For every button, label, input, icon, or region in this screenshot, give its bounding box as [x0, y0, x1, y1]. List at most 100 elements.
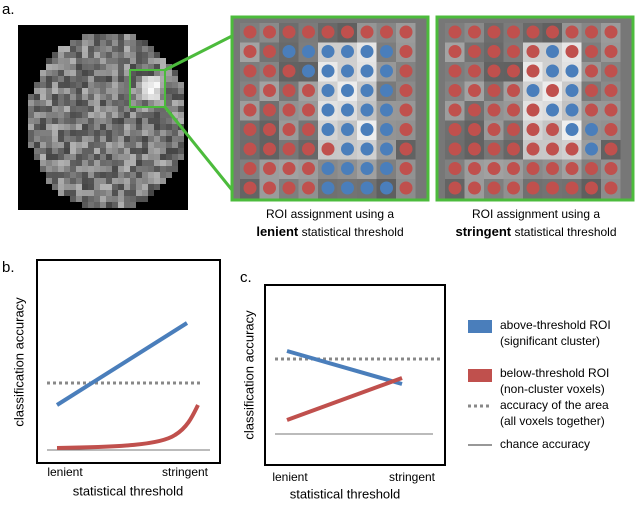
voxel: [112, 70, 118, 76]
voxel: [88, 94, 94, 100]
voxel: [58, 148, 64, 154]
voxel: [172, 76, 178, 82]
voxel-dot: [448, 25, 462, 39]
voxel: [172, 154, 178, 160]
voxel: [130, 88, 136, 94]
voxel-dot: [487, 123, 501, 136]
voxel-dot: [263, 123, 276, 136]
voxel: [52, 172, 58, 178]
voxel: [100, 94, 106, 100]
voxel-dot: [468, 181, 481, 195]
voxel: [130, 154, 136, 160]
voxel: [100, 196, 106, 202]
voxel-dot: [341, 162, 354, 175]
voxel: [160, 136, 166, 142]
voxel: [160, 94, 166, 100]
voxel: [130, 130, 136, 136]
voxel-dot: [321, 103, 335, 117]
voxel: [94, 106, 100, 112]
voxel: [70, 100, 76, 106]
voxel: [70, 196, 76, 202]
voxel: [52, 130, 58, 136]
voxel: [64, 52, 70, 58]
voxel: [40, 148, 46, 154]
voxel: [118, 40, 124, 46]
voxel: [64, 178, 70, 184]
voxel: [136, 46, 142, 52]
voxel-dot: [302, 84, 315, 97]
y-label: classification accuracy: [241, 310, 256, 440]
voxel-dot: [526, 45, 540, 58]
voxel: [76, 166, 82, 172]
voxel: [88, 100, 94, 106]
voxel: [130, 166, 136, 172]
voxel: [70, 184, 76, 190]
voxel: [166, 136, 172, 142]
voxel: [148, 88, 154, 94]
voxel: [82, 172, 88, 178]
voxel: [76, 40, 82, 46]
voxel: [172, 82, 178, 88]
voxel: [58, 130, 64, 136]
voxel: [58, 82, 64, 88]
voxel-dot: [341, 142, 354, 156]
voxel-dot: [448, 84, 462, 97]
voxel-dot: [565, 84, 579, 97]
voxel: [40, 118, 46, 124]
voxel: [178, 136, 184, 142]
voxel: [166, 124, 172, 130]
caption: ROI assignment using a: [472, 207, 600, 221]
voxel: [136, 100, 142, 106]
voxel-dot: [302, 123, 315, 136]
voxel-dot: [526, 84, 540, 97]
voxel: [100, 106, 106, 112]
voxel: [88, 130, 94, 136]
voxel-dot: [380, 181, 393, 195]
voxel: [58, 184, 64, 190]
voxel: [118, 64, 124, 70]
voxel: [46, 118, 52, 124]
voxel: [82, 76, 88, 82]
voxel: [112, 46, 118, 52]
voxel-dot: [448, 45, 462, 58]
zoom-frame: [230, 15, 430, 202]
voxel: [130, 136, 136, 142]
voxel: [124, 130, 130, 136]
voxel: [40, 88, 46, 94]
voxel: [142, 196, 148, 202]
voxel: [88, 46, 94, 52]
voxel: [64, 124, 70, 130]
voxel: [46, 178, 52, 184]
voxel: [100, 112, 106, 118]
voxel: [64, 112, 70, 118]
voxel: [130, 196, 136, 202]
voxel: [136, 196, 142, 202]
voxel-dot: [526, 123, 540, 136]
voxel: [106, 112, 112, 118]
voxel: [148, 130, 154, 136]
voxel: [166, 160, 172, 166]
voxel: [88, 166, 94, 172]
voxel: [118, 88, 124, 94]
y-label: classification accuracy: [11, 297, 26, 427]
voxel: [88, 40, 94, 46]
voxel: [112, 166, 118, 172]
voxel: [88, 112, 94, 118]
voxel: [154, 118, 160, 124]
voxel: [136, 184, 142, 190]
voxel: [64, 172, 70, 178]
voxel: [94, 154, 100, 160]
voxel: [112, 112, 118, 118]
voxel: [124, 154, 130, 160]
voxel: [142, 130, 148, 136]
voxel: [46, 64, 52, 70]
voxel: [76, 178, 82, 184]
voxel-dot: [585, 25, 598, 39]
voxel: [46, 82, 52, 88]
voxel: [106, 58, 112, 64]
voxel-dot: [526, 181, 540, 195]
voxel-dot: [302, 64, 315, 78]
voxel: [112, 178, 118, 184]
voxel-dot: [380, 123, 393, 136]
voxel: [124, 40, 130, 46]
